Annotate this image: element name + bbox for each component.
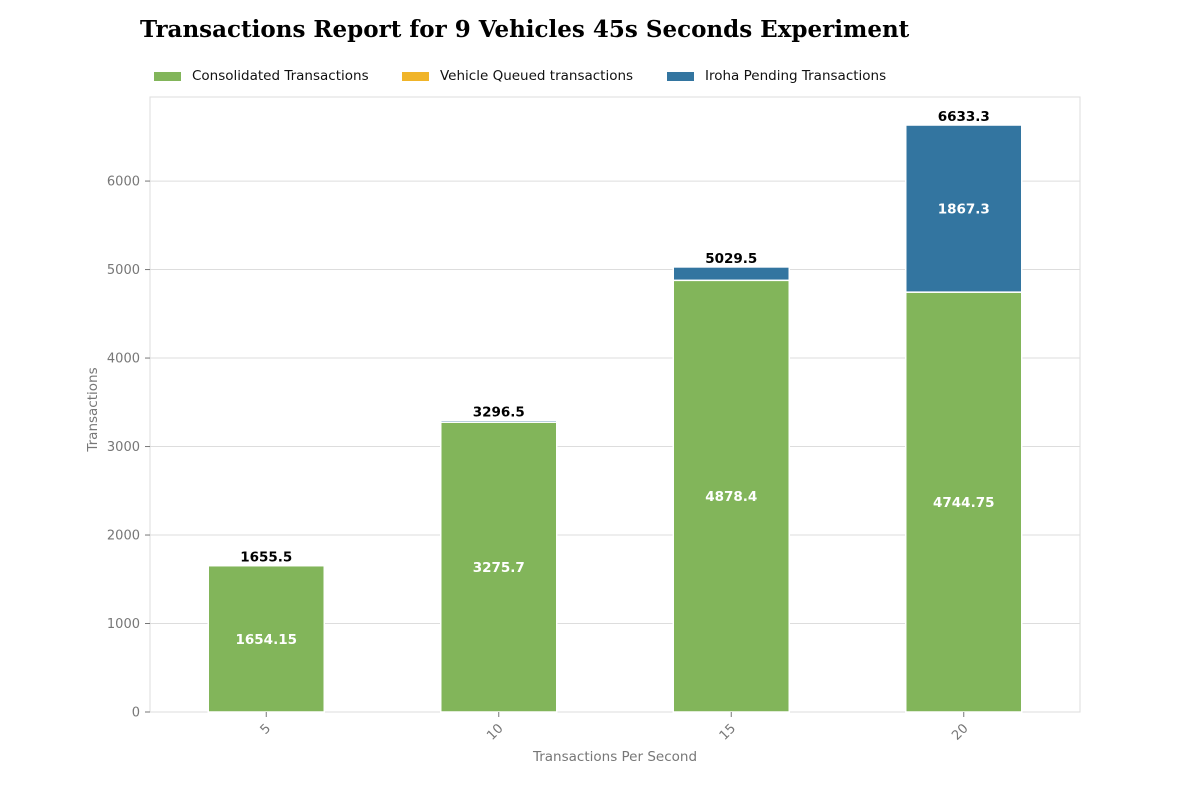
chart-title: Transactions Report for 9 Vehicles 45s S… bbox=[140, 16, 910, 43]
x-axis-label: Transactions Per Second bbox=[532, 749, 697, 765]
y-tick-label: 2000 bbox=[107, 529, 140, 544]
y-tick-label: 4000 bbox=[107, 352, 140, 367]
bar-segment bbox=[672, 266, 790, 282]
bar-segment bbox=[672, 279, 790, 713]
y-tick-label: 1000 bbox=[107, 617, 140, 632]
segment-value-label: 4744.75 bbox=[933, 495, 995, 511]
legend-label-consolidated: Consolidated Transactions bbox=[192, 68, 369, 84]
segment-value-label: 1867.3 bbox=[938, 202, 990, 218]
bar-total-label: 6633.3 bbox=[938, 109, 990, 125]
y-tick-label: 0 bbox=[132, 706, 140, 721]
y-tick-label: 6000 bbox=[107, 175, 140, 190]
y-axis-label: Transactions bbox=[85, 367, 101, 452]
legend-swatch-iroha-pending bbox=[667, 71, 694, 81]
bar-segment bbox=[440, 419, 558, 423]
bar-segment bbox=[440, 421, 558, 713]
x-tick-label: 5 bbox=[258, 721, 274, 737]
bar-total-label: 3296.5 bbox=[473, 404, 525, 420]
bar-total-label: 5029.5 bbox=[705, 251, 757, 267]
bar-segment bbox=[905, 291, 1023, 713]
y-tick-label: 3000 bbox=[107, 440, 140, 455]
legend-label-iroha-pending: Iroha Pending Transactions bbox=[705, 68, 887, 84]
segment-value-label: 1654.15 bbox=[236, 632, 298, 648]
x-tick-label: 15 bbox=[717, 721, 739, 743]
segment-value-label: 3275.7 bbox=[473, 560, 525, 576]
legend-item-vehicle-queued: Vehicle Queued transactions bbox=[402, 67, 633, 85]
legend-swatch-vehicle-queued bbox=[402, 71, 429, 81]
legend-label-vehicle-queued: Vehicle Queued transactions bbox=[440, 68, 634, 84]
y-tick-label: 5000 bbox=[107, 263, 140, 278]
x-tick-label: 10 bbox=[484, 721, 506, 743]
bar-segment bbox=[905, 124, 1023, 293]
legend-swatch-consolidated bbox=[154, 71, 181, 81]
legend-item-consolidated: Consolidated Transactions bbox=[154, 67, 369, 85]
segment-value-label: 4878.4 bbox=[705, 489, 757, 505]
legend-item-iroha-pending: Iroha Pending Transactions bbox=[667, 67, 886, 85]
bar-total-label: 1655.5 bbox=[240, 550, 292, 566]
x-tick-label: 20 bbox=[949, 721, 971, 743]
